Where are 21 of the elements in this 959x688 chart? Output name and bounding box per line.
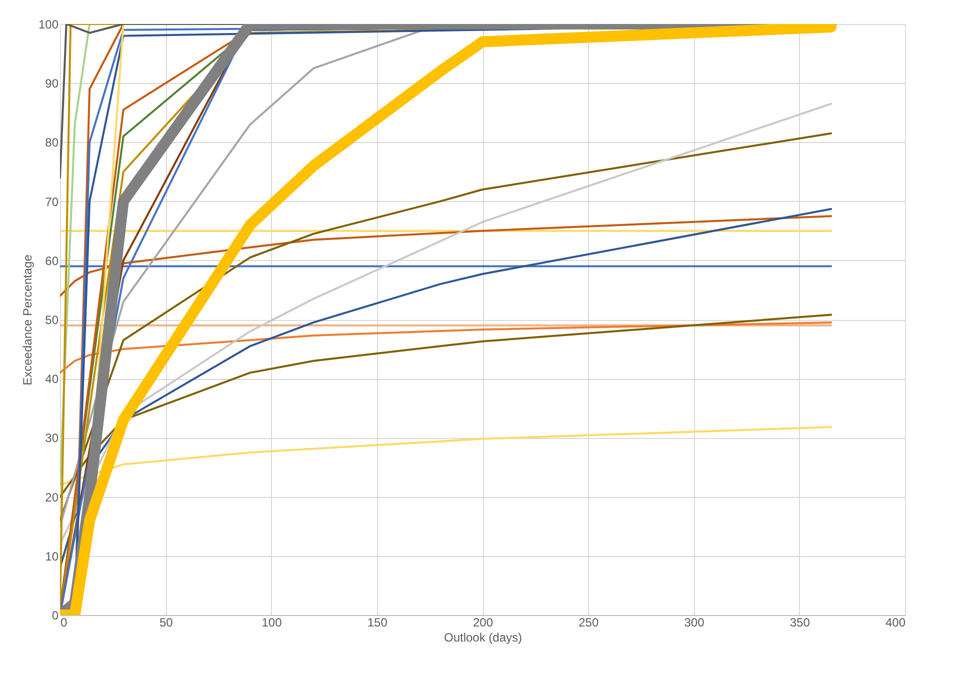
- x-axis-title: Outlook (days): [444, 630, 522, 644]
- x-tick-label: 400: [885, 616, 906, 630]
- x-tick-label: 200: [472, 616, 494, 630]
- y-tick-label: 70: [45, 194, 59, 209]
- y-tick-label: 20: [45, 490, 59, 504]
- x-tick-label: 300: [684, 616, 705, 630]
- y-tick-label: 30: [45, 431, 59, 446]
- y-tick-label: 60: [45, 254, 59, 268]
- x-tick-label: 50: [159, 616, 174, 630]
- y-tick-label: 100: [38, 18, 59, 32]
- x-tick-label: 150: [367, 616, 388, 630]
- x-tick-label: 100: [262, 616, 282, 630]
- y-tick-label: 90: [45, 76, 59, 91]
- y-tick-label: 40: [45, 372, 59, 386]
- y-axis-title: Exceedance Percentage: [20, 254, 34, 386]
- x-tick-label: 250: [578, 616, 599, 630]
- y-tick-label: 80: [45, 136, 59, 150]
- x-tick-label: 0: [60, 616, 68, 630]
- x-tick-label: 350: [790, 616, 810, 630]
- y-tick-label: 50: [45, 313, 59, 327]
- y-tick-label: 10: [45, 549, 59, 564]
